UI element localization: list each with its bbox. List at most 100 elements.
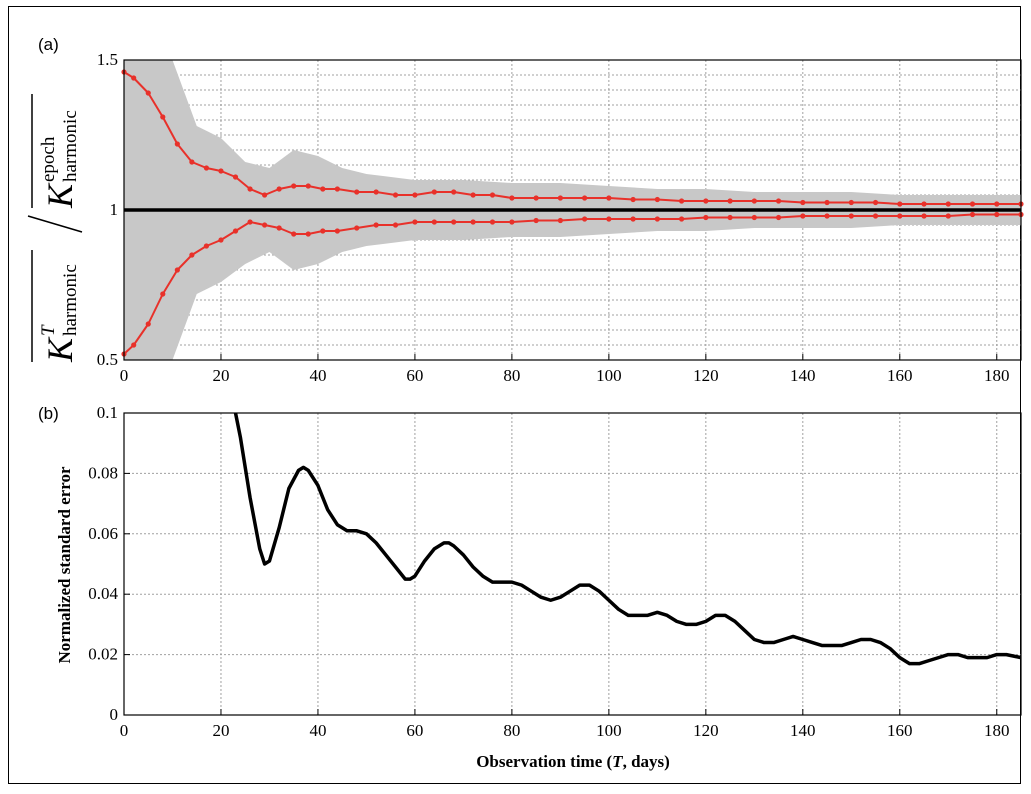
- x-tick-label: 100: [596, 366, 622, 385]
- panel-a-label: (a): [38, 35, 59, 54]
- series-point: [727, 214, 733, 221]
- series-point: [354, 225, 360, 231]
- series-point: [678, 198, 685, 204]
- series-point: [582, 195, 588, 201]
- x-tick-label: 120: [693, 366, 719, 385]
- x-tick-label: 80: [503, 366, 520, 385]
- series-point: [800, 213, 806, 219]
- series-point: [373, 189, 379, 195]
- series-point: [848, 213, 854, 219]
- series-line-lower-bound: [123, 213, 1021, 355]
- series-point: [582, 216, 588, 222]
- series-point: [945, 213, 951, 219]
- panel-b-xlabel: Observation time (T, days): [476, 752, 670, 771]
- panel-b: 0 20 40 60 80 100 120 140 160 180 0 0.02 0.04 0.06 0.…: [38, 403, 1022, 771]
- series-point: [320, 186, 326, 192]
- series-point: [291, 231, 297, 237]
- series-line-upper-bound: [123, 71, 1021, 205]
- series-point: [218, 237, 224, 243]
- series-point: [727, 198, 733, 204]
- ylabel-slash: [27, 215, 83, 233]
- series-point: [775, 198, 782, 204]
- series-point: [800, 199, 806, 206]
- series-point: [392, 192, 399, 198]
- series-point: [160, 291, 166, 297]
- series-point: [131, 75, 137, 81]
- ylabel-den-sup: epoch: [38, 136, 59, 182]
- panel-a-y-ticks: 0.5 1 1.5: [97, 50, 130, 369]
- series-point: [751, 198, 757, 204]
- series-point: [872, 199, 879, 206]
- series-point: [392, 222, 399, 228]
- series-point: [203, 243, 210, 249]
- series-point: [654, 216, 660, 222]
- ylabel-den-base: K: [40, 182, 80, 209]
- panel-a-series: [121, 69, 1024, 357]
- series-point: [305, 183, 311, 189]
- y-tick-label: 0.1: [97, 403, 118, 422]
- series-point: [232, 174, 239, 180]
- series-point: [824, 199, 830, 206]
- panel-b-x-ticks: 0 20 40 60 80 100 120 140 160 180: [120, 709, 1010, 740]
- series-point: [232, 228, 239, 234]
- series-point: [334, 228, 340, 234]
- y-tick-label: 0.02: [88, 645, 118, 664]
- series-point: [262, 192, 268, 198]
- y-tick-label: 0.04: [88, 584, 118, 603]
- y-tick-label: 1: [110, 200, 119, 219]
- series-point: [247, 219, 253, 225]
- series-point: [678, 216, 685, 222]
- series-point: [189, 252, 195, 258]
- x-tick-label: 180: [984, 721, 1010, 740]
- series-point: [305, 231, 311, 237]
- ylabel-num-sub: harmonic: [60, 264, 81, 336]
- series-point: [145, 321, 151, 327]
- x-tick-label: 80: [503, 721, 520, 740]
- series-point: [203, 165, 210, 171]
- y-tick-label: 0.06: [88, 524, 118, 543]
- series-point: [945, 201, 951, 207]
- series-point: [320, 228, 326, 234]
- series-point: [897, 213, 903, 219]
- x-tick-label: 60: [406, 721, 423, 740]
- series-point: [703, 214, 709, 221]
- y-tick-label: 1.5: [97, 50, 118, 69]
- ylabel-den-sub: harmonic: [60, 110, 81, 182]
- xlabel-text: Observation time (: [476, 752, 612, 771]
- series-point: [412, 192, 418, 198]
- y-tick-label: 0.5: [97, 350, 118, 369]
- ylabel-num-base: K: [40, 336, 80, 363]
- series-point: [431, 219, 437, 225]
- panel-a-ylabel: K T harmonic K epoch harmonic: [27, 94, 83, 363]
- series-point: [276, 225, 282, 231]
- panel-b-series: [233, 412, 1022, 666]
- series-point: [969, 201, 976, 207]
- series-point: [276, 186, 282, 192]
- series-point: [354, 189, 360, 195]
- series-point: [451, 189, 457, 195]
- series-point: [557, 195, 563, 201]
- ylabel-num-sup: T: [38, 324, 59, 336]
- series-point: [533, 217, 539, 224]
- series-point: [470, 192, 476, 198]
- series-point: [145, 90, 151, 96]
- series-point: [751, 214, 757, 221]
- x-tick-label: 20: [212, 366, 229, 385]
- panel-b-grid: [124, 413, 1021, 715]
- series-point: [489, 219, 496, 225]
- series-point: [630, 216, 636, 222]
- series-point: [824, 213, 830, 219]
- series-point: [174, 141, 180, 147]
- series-point: [131, 342, 137, 348]
- series-point: [412, 219, 418, 225]
- series-point: [994, 201, 1000, 207]
- x-tick-label: 160: [887, 366, 913, 385]
- series-point: [872, 213, 879, 219]
- x-tick-label: 60: [406, 366, 423, 385]
- series-point: [189, 159, 195, 165]
- series-point: [334, 186, 340, 192]
- x-tick-label: 0: [120, 721, 129, 740]
- series-point: [291, 183, 297, 189]
- series-point: [775, 214, 782, 221]
